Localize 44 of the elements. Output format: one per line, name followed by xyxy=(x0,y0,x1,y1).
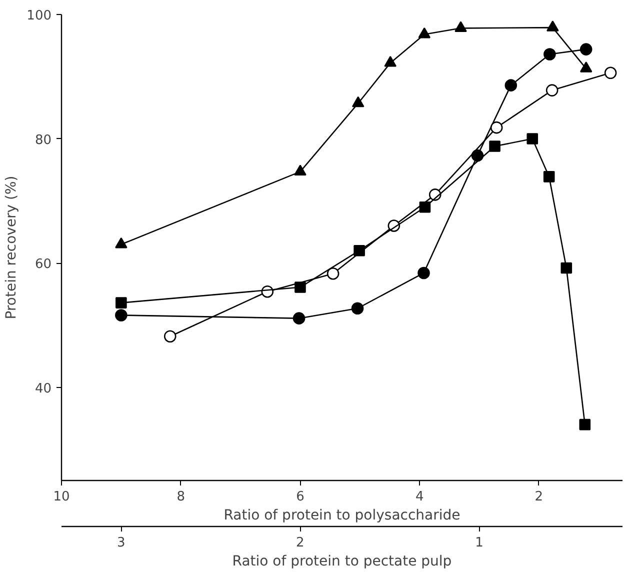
x-tick-label: 8 xyxy=(176,490,186,504)
y-axis-title: Protein recovery (%) xyxy=(4,176,20,320)
point xyxy=(580,62,592,72)
x-tick-label: 2 xyxy=(534,490,544,504)
x-tick-label: 10 xyxy=(53,490,70,504)
point xyxy=(354,244,365,256)
point xyxy=(115,237,128,248)
point xyxy=(526,133,538,144)
x-axis-title: Ratio of protein to polysaccharide xyxy=(224,508,460,524)
point xyxy=(116,297,127,308)
point xyxy=(351,302,364,315)
y-tick-label: 60 xyxy=(34,257,52,272)
point xyxy=(326,267,340,280)
point xyxy=(489,140,500,152)
y-tick-label: 100 xyxy=(26,8,52,24)
x-tick-label: 4 xyxy=(415,490,424,504)
point xyxy=(418,27,431,38)
point xyxy=(560,262,572,274)
point xyxy=(579,418,591,430)
point xyxy=(292,312,306,324)
point xyxy=(384,56,396,67)
x2-tick-label: 1 xyxy=(475,536,484,550)
point xyxy=(544,48,556,60)
point xyxy=(294,282,306,293)
point xyxy=(580,43,592,56)
x2-tick-label: 3 xyxy=(116,536,126,550)
point xyxy=(490,121,503,134)
point xyxy=(604,66,617,80)
point xyxy=(419,201,431,213)
point xyxy=(418,266,430,280)
point xyxy=(294,164,306,176)
point xyxy=(546,84,558,96)
y-tick-label: 40 xyxy=(34,381,52,396)
point xyxy=(543,171,555,182)
x-tick-label: 6 xyxy=(296,490,304,504)
point xyxy=(164,330,176,342)
y-tick-label: 80 xyxy=(34,132,52,148)
point xyxy=(454,21,467,32)
x2-axis-title: Ratio of protein to pectate pulp xyxy=(232,554,452,570)
point xyxy=(352,96,364,108)
point xyxy=(115,309,128,322)
point xyxy=(546,20,559,32)
point xyxy=(504,79,518,92)
x2-tick-label: 2 xyxy=(296,536,304,550)
